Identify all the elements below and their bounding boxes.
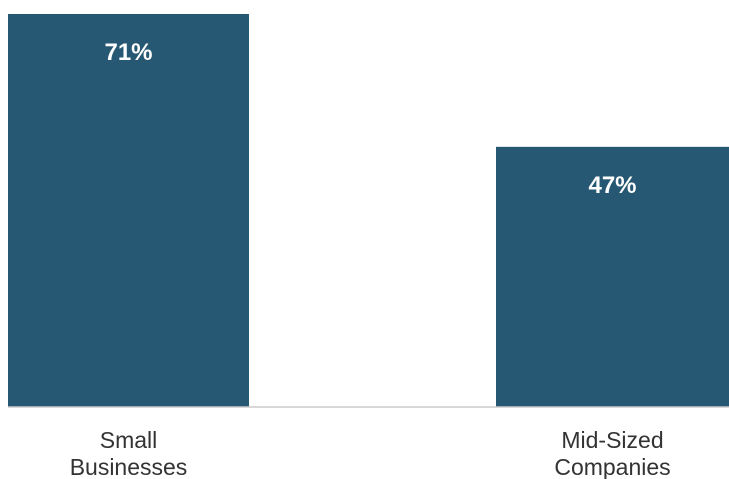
category-label-line: Businesses — [70, 454, 188, 479]
category-label: Mid-Sized Companies — [554, 427, 670, 479]
labels-group: 71% Small Businesses 47% Mid-Sized Companies — [70, 39, 671, 479]
bar-small-businesses — [8, 14, 249, 407]
bar-mid-sized-companies — [496, 146, 729, 407]
data-label: 47% — [588, 172, 636, 199]
category-label: Small Businesses — [70, 427, 188, 479]
bars-group — [8, 14, 729, 407]
category-label-line: Mid-Sized — [561, 427, 663, 453]
category-label-line: Small — [100, 427, 158, 453]
category-label-line: Companies — [554, 454, 670, 479]
data-label: 71% — [104, 39, 152, 66]
